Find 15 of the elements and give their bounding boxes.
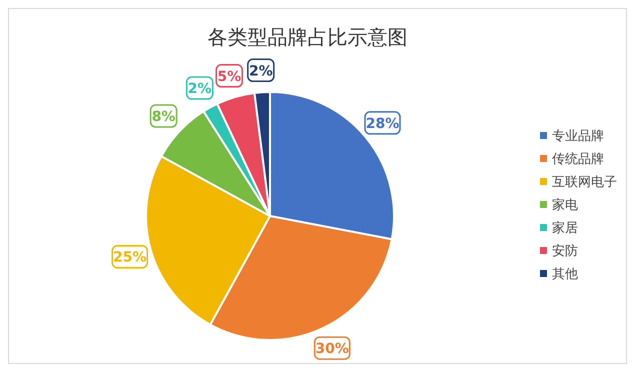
legend-label: 其他 [552,267,578,282]
legend-label: 安防 [552,243,578,259]
legend-label: 专业品牌 [552,129,604,144]
data-label: 5% [217,68,242,85]
chart-title: 各类型品牌占比示意图 [208,25,408,49]
data-label: 2% [188,81,212,98]
data-label: 2% [248,63,273,80]
data-label: 8% [152,109,176,126]
data-label: 28% [366,116,400,132]
legend-label: 家电 [552,197,578,213]
legend-label: 传统品牌 [552,152,604,167]
data-label: 30% [315,341,349,358]
legend-label: 家居 [552,220,578,236]
legend-label: 互联网电子 [552,175,617,190]
data-label: 25% [113,250,147,266]
